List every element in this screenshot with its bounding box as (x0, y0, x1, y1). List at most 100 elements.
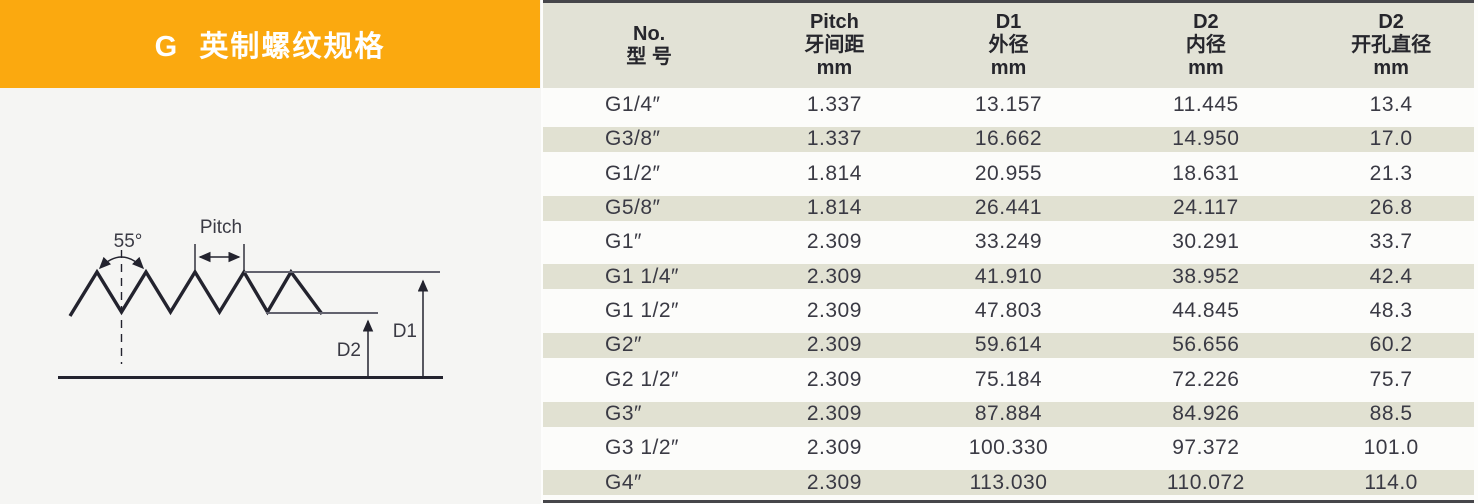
table-body: G1/4″ 1.337 13.157 11.445 13.4 G3/8″ 1.337 16.6… (543, 88, 1474, 500)
cell-hole: 60.2 (1369, 333, 1413, 357)
cell-d2: 24.117 (1173, 196, 1239, 220)
header-line: D2 (1193, 11, 1219, 33)
cell-pitch: 2.309 (806, 470, 862, 494)
cell-pitch: 1.814 (806, 196, 862, 220)
table-top-rule (543, 0, 1474, 3)
cell-pitch: 2.309 (806, 367, 862, 391)
d1-label: D1 (393, 321, 417, 342)
cell-no: G1/4″ (605, 93, 661, 117)
cell-d2: 30.291 (1172, 230, 1240, 254)
cell-no: G1″ (605, 230, 642, 254)
cell-d2: 38.952 (1172, 264, 1240, 288)
header-line: mm (1373, 57, 1409, 79)
cell-pitch: 1.814 (806, 161, 862, 185)
header-line: D2 (1378, 11, 1404, 33)
cell-d2: 84.926 (1172, 402, 1240, 426)
cell-d1: 59.614 (974, 333, 1043, 357)
header-line: 型 号 (626, 45, 672, 68)
header-line: 开孔直径 (1351, 34, 1432, 56)
cell-no: G1 1/2″ (605, 299, 679, 323)
cell-pitch: 2.309 (806, 230, 862, 254)
header-line: 外径 (988, 34, 1029, 56)
cell-pitch: 1.337 (806, 93, 862, 117)
cell-d1: 87.884 (974, 402, 1043, 426)
header-line: D1 (995, 11, 1022, 33)
angle-label: 55° (114, 231, 143, 252)
cell-hole: 48.3 (1369, 299, 1413, 323)
header-cell-d1: D1 外径 mm (914, 3, 1104, 88)
cell-no: G1 1/4″ (605, 264, 679, 288)
cell-no: G3″ (605, 402, 642, 426)
thread-profile-diagram: 55° Pitch D1 D2 (58, 217, 443, 379)
header-line: No. (633, 22, 666, 45)
table-bottom-rule (543, 500, 1474, 503)
header-cell-pitch: Pitch 牙间距 mm (755, 3, 913, 88)
cell-d2: 72.226 (1172, 367, 1240, 391)
table-row: G1 1/2″ 2.309 47.803 44.845 48.3 (543, 294, 1474, 328)
table-row: G1″ 2.309 33.249 30.291 33.7 (543, 225, 1474, 259)
table-row: G1 1/4″ 2.309 41.910 38.952 42.4 (543, 259, 1474, 294)
cell-hole: 101.0 (1363, 436, 1419, 460)
table-header-row: No. 型 号 Pitch 牙间距 mm D1 外径 mm D2 内径 mm D2 开孔直径 mm (543, 3, 1474, 88)
cell-hole: 26.8 (1369, 196, 1413, 220)
cell-hole: 17.0 (1369, 127, 1413, 151)
cell-pitch: 1.337 (806, 127, 862, 151)
cell-pitch: 2.309 (806, 333, 862, 357)
pitch-label: Pitch (200, 217, 242, 238)
cell-d1: 13.157 (974, 93, 1043, 117)
cell-hole: 75.7 (1369, 367, 1413, 391)
cell-no: G3 1/2″ (605, 436, 679, 460)
table-row: G3/8″ 1.337 16.662 14.950 17.0 (543, 122, 1474, 157)
table-row: G2″ 2.309 59.614 56.656 60.2 (543, 328, 1474, 363)
cell-no: G1/2″ (605, 161, 661, 185)
cell-hole: 13.4 (1369, 93, 1413, 117)
cell-d2: 14.950 (1172, 127, 1240, 151)
table-row: G2 1/2″ 2.309 75.184 72.226 75.7 (543, 363, 1474, 397)
cell-no: G5/8″ (605, 196, 661, 220)
cell-d2: 97.372 (1172, 436, 1240, 460)
left-panel: G 英制螺纹规格 55° Pitch (0, 0, 541, 504)
thread-spec-table: No. 型 号 Pitch 牙间距 mm D1 外径 mm D2 内径 mm D2 开孔直径 mm G1/… (543, 0, 1474, 503)
angle-arc (98, 256, 145, 270)
cell-no: G3/8″ (605, 127, 661, 151)
table-row: G4″ 2.309 113.030 110.072 114.0 (543, 465, 1474, 500)
cell-no: G2″ (605, 333, 642, 357)
header-line: mm (990, 57, 1027, 79)
section-banner: G 英制螺纹规格 (0, 0, 540, 88)
cell-d2: 110.072 (1166, 470, 1245, 494)
cell-d1: 16.662 (974, 127, 1043, 151)
cell-hole: 114.0 (1364, 470, 1418, 494)
cell-no: G2 1/2″ (605, 367, 679, 391)
cell-d1: 33.249 (974, 230, 1043, 254)
cell-hole: 21.3 (1369, 161, 1413, 185)
cell-d2: 44.845 (1172, 299, 1240, 323)
cell-pitch: 2.309 (806, 402, 862, 426)
cell-d1: 75.184 (974, 367, 1043, 391)
cell-d2: 11.445 (1173, 93, 1239, 117)
cell-pitch: 2.309 (806, 264, 862, 288)
table-row: G3 1/2″ 2.309 100.330 97.372 101.0 (543, 431, 1474, 465)
header-line: 内径 (1185, 34, 1226, 56)
cell-d2: 18.631 (1172, 161, 1240, 185)
cell-d1: 41.910 (974, 264, 1043, 288)
header-line: Pitch (809, 11, 859, 33)
cell-d1: 20.955 (974, 161, 1043, 185)
header-line: mm (816, 57, 853, 79)
header-line: 牙间距 (804, 34, 865, 56)
thread-profile-line (68, 268, 324, 317)
cell-d1: 26.441 (974, 196, 1043, 220)
cell-pitch: 2.309 (806, 436, 862, 460)
header-cell-hole: D2 开孔直径 mm (1308, 3, 1474, 88)
cell-d1: 47.803 (974, 299, 1043, 323)
table-row: G3″ 2.309 87.884 84.926 88.5 (543, 396, 1474, 432)
cell-hole: 42.4 (1369, 264, 1413, 288)
cell-pitch: 2.309 (806, 299, 862, 323)
table-row: G5/8″ 1.814 26.441 24.117 26.8 (543, 190, 1474, 226)
header-cell-no: No. 型 号 (543, 3, 755, 88)
cell-d2: 56.656 (1172, 333, 1240, 357)
header-cell-d2: D2 内径 mm (1103, 3, 1308, 88)
header-line: mm (1188, 57, 1224, 79)
d2-label: D2 (337, 340, 361, 361)
cell-d1: 113.030 (969, 470, 1048, 494)
